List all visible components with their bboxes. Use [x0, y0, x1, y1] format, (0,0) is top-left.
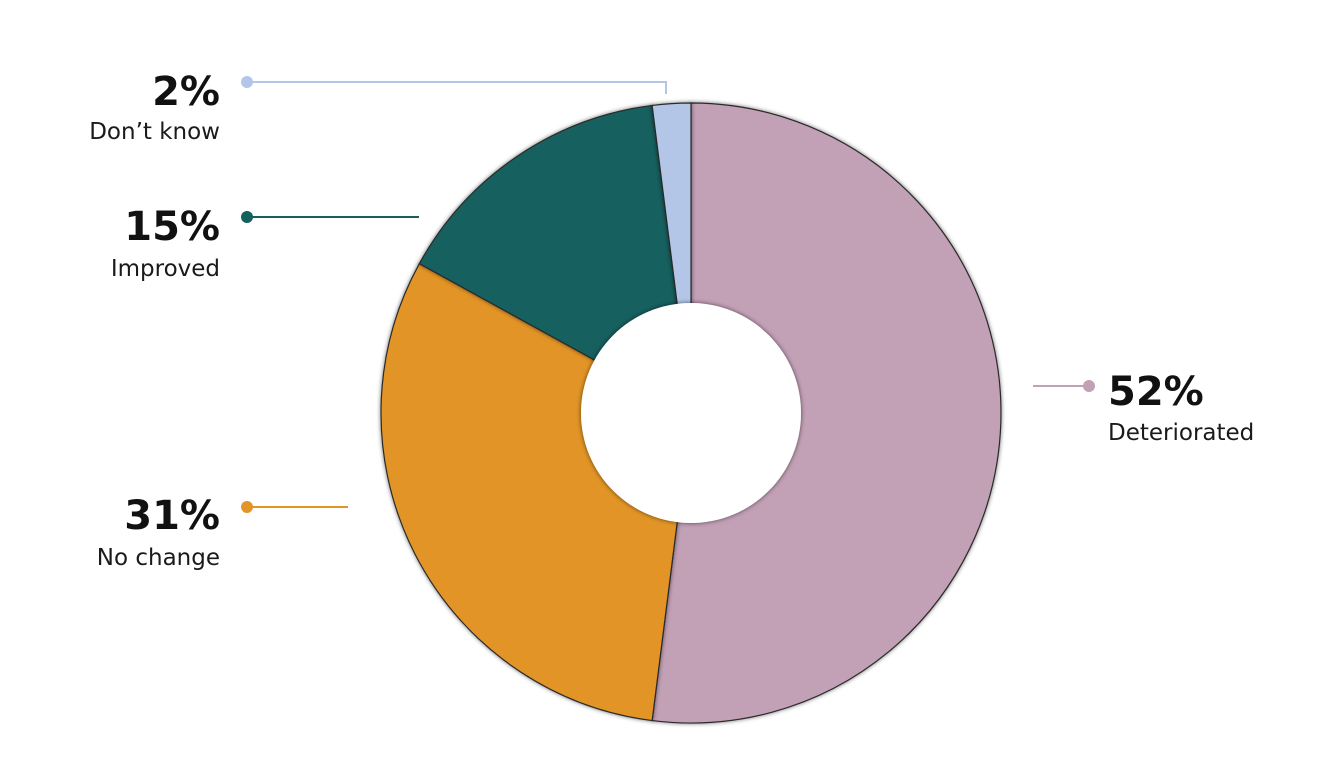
category-label-no-change: No change: [97, 545, 220, 571]
value-label-dont-know: 2%: [152, 69, 220, 115]
value-label-deteriorated: 52%: [1108, 369, 1204, 415]
category-label-dont-know: Don’t know: [89, 119, 220, 145]
callout-dot-improved: [241, 211, 253, 223]
callout-dot-no-change: [241, 501, 253, 513]
callouts-layer: 52% Deteriorated 31% No change 15% Improved 2%…: [89, 69, 1254, 571]
slice-deteriorated: [651, 102, 1002, 724]
slices-layer: [380, 102, 1002, 724]
value-label-no-change: 31%: [124, 493, 220, 539]
category-label-deteriorated: Deteriorated: [1108, 420, 1254, 446]
category-label-improved: Improved: [111, 256, 220, 282]
donut-hole: [581, 303, 801, 523]
callout-dot-dont-know: [241, 76, 253, 88]
value-label-improved: 15%: [124, 204, 220, 250]
callout-line-dont-know: [247, 81, 667, 94]
donut-hole-layer: [581, 303, 801, 523]
callout-dot-deteriorated: [1083, 380, 1095, 392]
